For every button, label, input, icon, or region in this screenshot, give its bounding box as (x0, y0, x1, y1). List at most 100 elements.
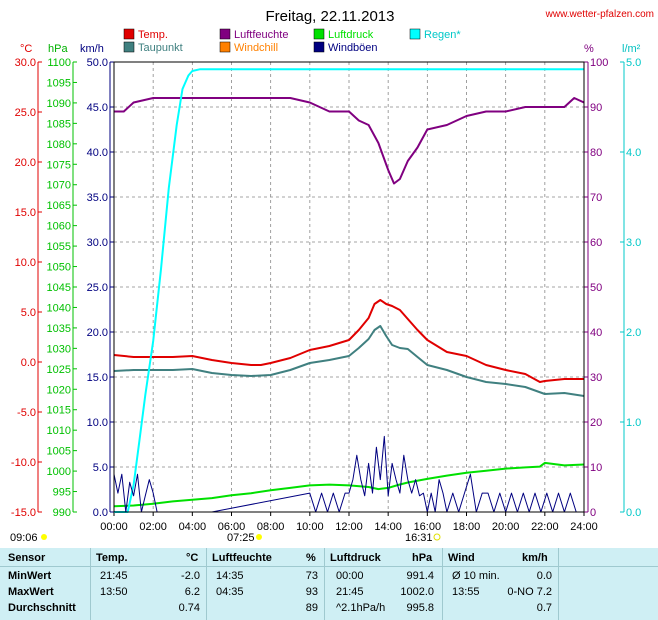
x-tick-label: 12:00 (335, 521, 363, 533)
temp-axis-tick-label: 0.0 (21, 357, 36, 369)
stats-cell-p_time: ^2.1hPa/h (336, 602, 386, 614)
pressure-axis-tick-label: 1050 (47, 262, 71, 274)
pressure-axis-tick-label: 1080 (47, 139, 71, 151)
humidity-axis-tick-label: 10 (590, 462, 602, 474)
humidity-axis-tick-label: 100 (590, 57, 608, 69)
x-tick-label: 14:00 (374, 521, 402, 533)
pressure-axis-tick-label: 1005 (47, 446, 71, 458)
stats-header-wind: Wind (448, 552, 475, 564)
pressure-axis-tick-label: 1065 (47, 200, 71, 212)
stats-cell-label: MinWert (8, 570, 52, 582)
weather-chart: Freitag, 22.11.2013 www.wetter-pfalzen.c… (10, 8, 654, 544)
series-line-humidity (114, 97, 585, 185)
rain-axis-tick-label: 0.0 (626, 507, 641, 519)
stats-cell-p_time: 00:00 (336, 570, 364, 582)
stats-header-humidity: Luftfeuchte (212, 552, 272, 564)
stats-cell-h_val: 73 (305, 570, 318, 582)
wind-axis-tick-label: 0.0 (93, 507, 108, 519)
wind-axis: 50.0 45.0 40.0 35.0 30.0 25.0 20.0 15.0 10.0 5.0 0… (87, 57, 114, 519)
stats-col-divider (90, 548, 91, 620)
pressure-axis: 1100 1095 1090 1085 1080 1075 1070 1065 1060 1055… (47, 57, 77, 519)
pressure-axis-tick-label: 1055 (47, 241, 71, 253)
stats-cell-p_val: 1002.0 (400, 586, 434, 598)
x-tick-label: 04:00 (179, 521, 207, 533)
temp-axis-tick-label: 10.0 (15, 257, 36, 269)
series-line-temp (113, 325, 585, 397)
stats-cell-h_time: 04:35 (216, 586, 244, 598)
humidity-axis-tick-label: 30 (590, 372, 602, 384)
legend: Temp. Luftfeuchte Luftdruck Regen* Taupunkt W… (123, 28, 461, 54)
stats-cell-t_val: 0.74 (178, 602, 200, 614)
stats-header-pressure-unit: hPa (412, 552, 433, 564)
wind-axis-tick-label: 50.0 (87, 57, 108, 69)
wind-axis-tick-label: 10.0 (87, 417, 108, 429)
stats-cell-t_val: 6.2 (184, 586, 200, 598)
source-link[interactable]: www.wetter-pfalzen.com (545, 9, 654, 20)
pressure-axis-tick-label: 995 (53, 487, 71, 499)
temp-axis-tick-label: -10.0 (11, 457, 36, 469)
x-tick-label: 16:00 (414, 521, 442, 533)
rain-axis-tick-label: 2.0 (626, 327, 641, 339)
temp-axis-unit: °C (20, 43, 32, 55)
stats-cell-p_time: 21:45 (336, 586, 364, 598)
temp-axis-tick-label: 30.0 (15, 57, 36, 69)
pressure-axis-tick-label: 1020 (47, 384, 71, 396)
legend-swatch (313, 28, 325, 40)
moonrise-icon (41, 534, 47, 540)
humidity-axis-tick-label: 0 (590, 507, 596, 519)
pressure-axis-tick-label: 1070 (47, 180, 71, 192)
legend-swatch (123, 41, 135, 53)
sun-markers: 09:06 07:25 16:31 (10, 532, 441, 544)
stats-cell-w_time: 13:55 (452, 586, 480, 598)
wind-axis-tick-label: 30.0 (87, 237, 108, 249)
rain-axis: 5.0 4.0 3.0 2.0 1.0 0.0 (620, 57, 641, 519)
pressure-axis-tick-label: 1060 (47, 221, 71, 233)
plot-frame (113, 61, 585, 513)
temp-axis-tick-label: 5.0 (21, 307, 36, 319)
stats-cell-p_val: 995.8 (406, 602, 434, 614)
x-tick-label: 18:00 (453, 521, 481, 533)
x-tick-label: 22:00 (531, 521, 559, 533)
stats-header-wind-unit: km/h (522, 552, 548, 564)
series-line-temp (113, 299, 584, 383)
pressure-axis-tick-label: 1015 (47, 405, 71, 417)
pressure-axis-tick-label: 1010 (47, 425, 71, 437)
grid (114, 62, 584, 512)
stats-cell-w_time: Ø 10 min. (452, 570, 500, 582)
chart-title: Freitag, 22.11.2013 (266, 8, 395, 25)
stats-header-temp-unit: °C (186, 552, 199, 564)
time-axis: 00:00 02:00 04:00 06:00 08:00 10:00 12:00 14:00… (100, 512, 598, 533)
stats-cell-h_time: 14:35 (216, 570, 244, 582)
sunrise-icon (256, 534, 262, 540)
stats-cell-h_val: 89 (305, 602, 318, 614)
pressure-axis-tick-label: 1030 (47, 343, 71, 355)
series-lines (113, 68, 585, 513)
stats-col-divider (442, 548, 443, 620)
x-tick-label: 20:00 (492, 521, 520, 533)
wind-axis-tick-label: 35.0 (87, 192, 108, 204)
sunrise-label: 07:25 (227, 532, 255, 544)
rain-axis-tick-label: 4.0 (626, 147, 641, 159)
legend-label: Luftdruck (328, 29, 374, 41)
wind-axis-tick-label: 25.0 (87, 282, 108, 294)
stats-table: Sensor Temp. °C Luftfeuchte % Luftdruck … (0, 548, 658, 620)
legend-label: Taupunkt (138, 42, 183, 54)
humidity-axis-tick-label: 60 (590, 237, 602, 249)
pressure-axis-tick-label: 1085 (47, 118, 71, 130)
pressure-axis-tick-label: 1075 (47, 159, 71, 171)
wind-axis-tick-label: 40.0 (87, 147, 108, 159)
stats-cell-w_val: 0-NO 7.2 (507, 586, 552, 598)
wind-axis-tick-label: 45.0 (87, 102, 108, 114)
stats-header-pressure: Luftdruck (330, 552, 381, 564)
temp-axis-tick-label: 20.0 (15, 157, 36, 169)
legend-swatch (409, 28, 421, 40)
x-tick-label: 24:00 (570, 521, 598, 533)
stats-cell-t_time: 13:50 (100, 586, 128, 598)
x-tick-label: 02:00 (139, 521, 167, 533)
temp-axis-tick-label: -5.0 (17, 407, 36, 419)
rain-axis-tick-label: 1.0 (626, 417, 641, 429)
stats-cell-t_time: 21:45 (100, 570, 128, 582)
legend-swatch (219, 28, 231, 40)
humidity-axis-unit: % (584, 43, 594, 55)
